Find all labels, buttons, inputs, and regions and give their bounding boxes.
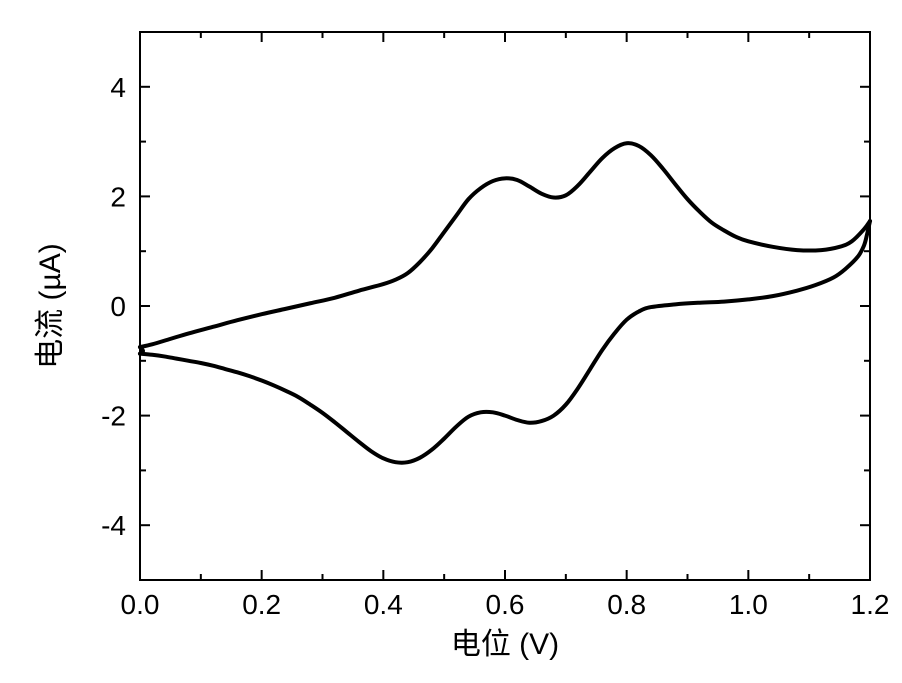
x-tick-label: 0.4 (364, 589, 403, 620)
y-tick-label: -4 (101, 510, 126, 541)
y-tick-label: 4 (110, 72, 126, 103)
x-tick-label: 1.2 (851, 589, 890, 620)
y-tick-label: 2 (110, 181, 126, 212)
x-tick-label: 0.0 (121, 589, 160, 620)
x-tick-label: 0.2 (242, 589, 281, 620)
x-axis-label: 电位 (V) (451, 628, 559, 661)
chart-svg: 0.0 0.2 0.4 0.6 0.8 1.0 1.2 -4 -2 0 2 4 电位 (V) 电流 (µA… (0, 0, 902, 683)
y-tick-label: -2 (101, 401, 126, 432)
cv-chart: 0.0 0.2 0.4 0.6 0.8 1.0 1.2 -4 -2 0 2 4 电位 (V) 电流 (µA… (0, 0, 902, 683)
y-axis-label: 电流 (µA) (34, 243, 67, 369)
x-tick-label: 1.0 (729, 589, 768, 620)
x-tick-label: 0.6 (486, 589, 525, 620)
x-tick-label: 0.8 (607, 589, 646, 620)
y-tick-label: 0 (110, 291, 126, 322)
